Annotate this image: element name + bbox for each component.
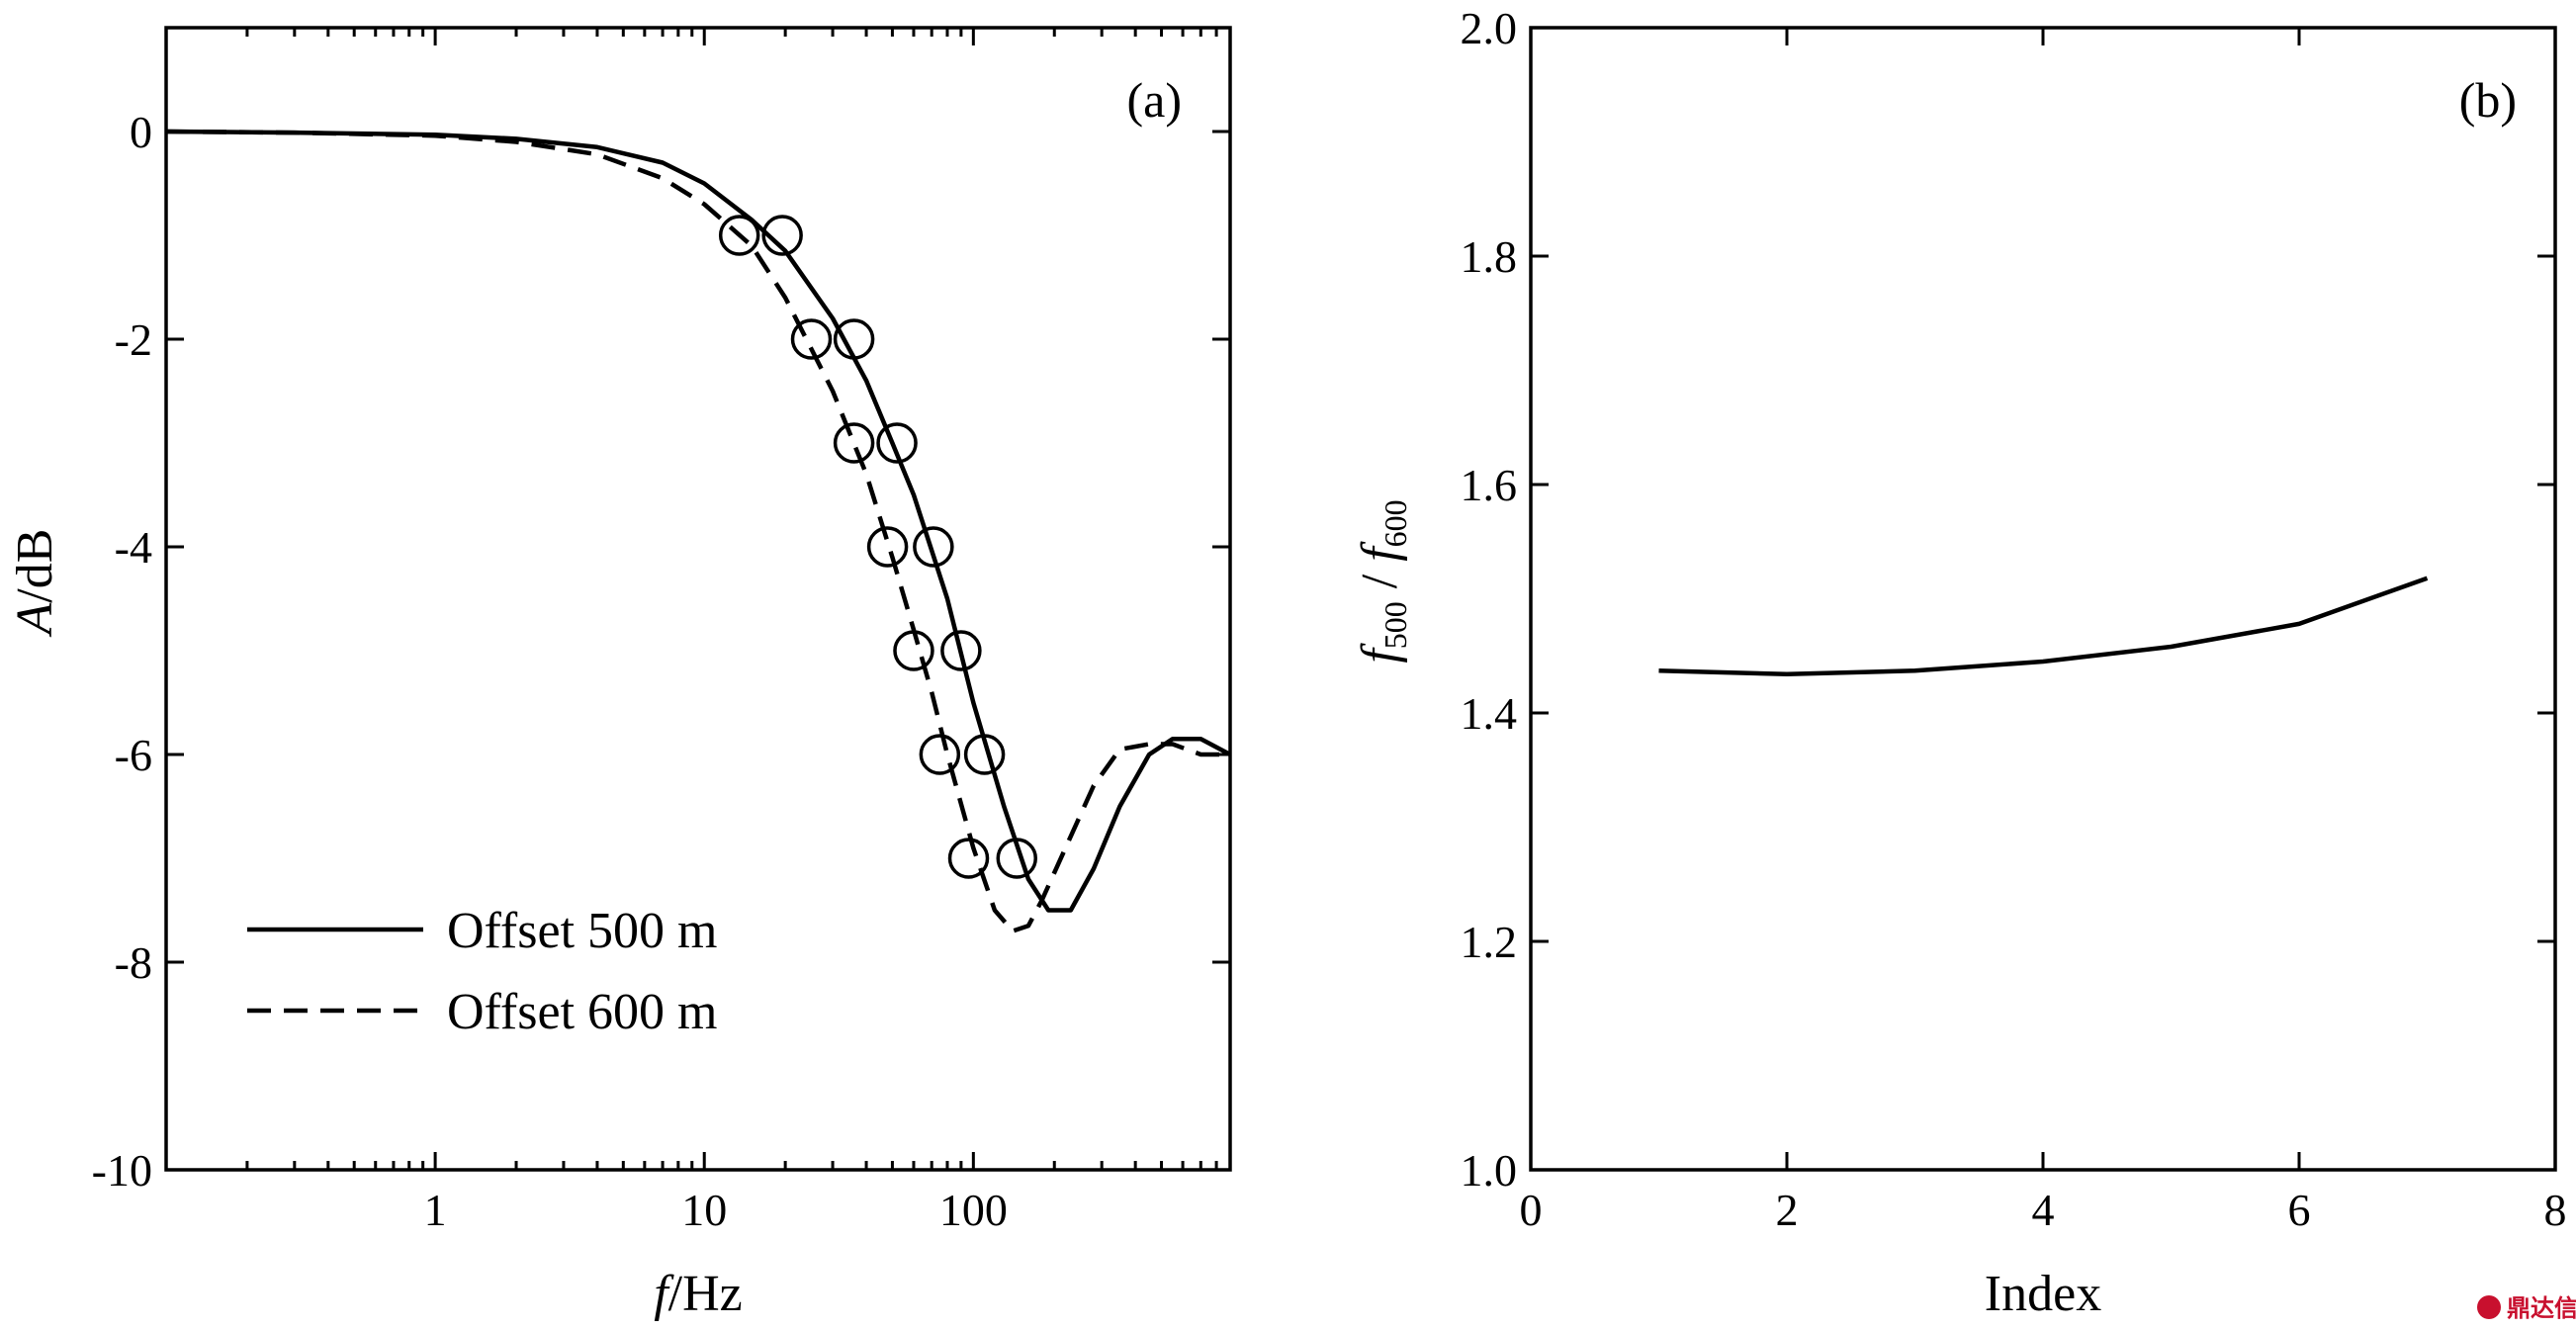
y-tick-label: -2 xyxy=(115,314,152,365)
panel-a-x-title-unit: /Hz xyxy=(668,1266,743,1322)
panel-a-frame xyxy=(164,26,1232,1172)
panel-a-y-title-unit: /dB xyxy=(7,529,63,603)
y-tick-label: 1.8 xyxy=(1461,231,1518,282)
circle-marker xyxy=(963,734,1006,775)
circle-marker xyxy=(913,526,954,568)
panel-b-label: (b) xyxy=(2459,72,2517,128)
panel-b-x-axis-title: Index xyxy=(1985,1266,2101,1322)
y-tick-label: 1.0 xyxy=(1461,1145,1518,1196)
circle-marker xyxy=(893,630,934,671)
circle-marker xyxy=(833,422,875,464)
panel-b-series xyxy=(1658,576,2429,676)
panel-b-frame xyxy=(1529,26,2557,1172)
panel-a-label: (a) xyxy=(1127,72,1183,128)
panel-b-y-title-sep: / xyxy=(1352,562,1408,601)
panel-a-x-axis-title: f/Hz xyxy=(654,1266,743,1322)
x-tick-label: 8 xyxy=(2544,1185,2567,1235)
circle-marker xyxy=(833,318,875,360)
circle-marker xyxy=(996,838,1037,879)
legend-label-offset-500: Offset 500 m xyxy=(447,903,717,959)
series-offset-600-line xyxy=(165,129,1230,933)
y-tick-label: 1.4 xyxy=(1461,688,1518,739)
y-tick-label: -4 xyxy=(115,522,152,573)
panel-a-ticks xyxy=(166,28,1232,1172)
panel-a-y-axis-title: A/dB xyxy=(7,529,63,638)
circle-marker xyxy=(947,838,990,879)
panel-b-chart: 0 2 4 6 8 1.0 1.2 1.4 1.6 1.8 2.0 (b) Index f500 /… xyxy=(1352,3,2567,1322)
series-offset-500-line xyxy=(165,129,1232,913)
panel-a-series xyxy=(165,129,1232,933)
panel-a-y-title-symbol: A xyxy=(7,602,63,637)
panel-b-y-axis-title: f500 / f600 xyxy=(1352,499,1413,663)
series-ratio-line xyxy=(1658,576,2429,676)
circle-marker xyxy=(876,422,918,464)
watermark-logo-icon xyxy=(2477,1295,2501,1319)
panel-a-chart: 1 10 100 0 -2 -4 -6 -8 -10 (a) Offset 500 m Offs… xyxy=(7,26,1232,1322)
circle-marker xyxy=(790,318,833,360)
x-tick-label: 4 xyxy=(2032,1185,2055,1235)
y-tick-label: -6 xyxy=(115,730,152,780)
panel-b-y-title-sub1: 500 xyxy=(1377,601,1413,649)
y-tick-label: 1.2 xyxy=(1461,917,1518,967)
panel-b-y-title-sub2: 600 xyxy=(1377,499,1413,547)
circle-marker xyxy=(761,215,803,256)
x-tick-label: 2 xyxy=(1776,1185,1799,1235)
y-tick-label: 1.6 xyxy=(1461,460,1518,510)
legend-label-offset-600: Offset 600 m xyxy=(447,984,717,1040)
circle-marker xyxy=(940,630,982,671)
watermark-text: 鼎达信 xyxy=(2507,1294,2576,1322)
panel-a-markers xyxy=(718,215,1037,879)
panel-a-legend: Offset 500 m Offset 600 m xyxy=(247,903,717,1040)
watermark: 鼎达信 xyxy=(2477,1294,2576,1322)
circle-marker xyxy=(718,215,760,256)
y-tick-label: 0 xyxy=(130,107,152,157)
x-tick-label: 1 xyxy=(424,1185,447,1235)
panel-a-tick-labels: 1 10 100 0 -2 -4 -6 -8 -10 xyxy=(92,107,1008,1235)
panel-b-tick-labels: 0 2 4 6 8 1.0 1.2 1.4 1.6 1.8 2.0 xyxy=(1461,3,2567,1235)
x-tick-label: 10 xyxy=(681,1185,727,1235)
y-tick-label: 2.0 xyxy=(1461,3,1518,53)
y-tick-label: -10 xyxy=(92,1145,152,1196)
panel-b-ticks xyxy=(1531,28,2555,1170)
x-tick-label: 6 xyxy=(2288,1185,2311,1235)
circle-marker xyxy=(866,526,909,568)
y-tick-label: -8 xyxy=(115,937,152,988)
circle-marker xyxy=(919,734,961,775)
x-tick-label: 0 xyxy=(1520,1185,1543,1235)
x-tick-label: 100 xyxy=(939,1185,1008,1235)
